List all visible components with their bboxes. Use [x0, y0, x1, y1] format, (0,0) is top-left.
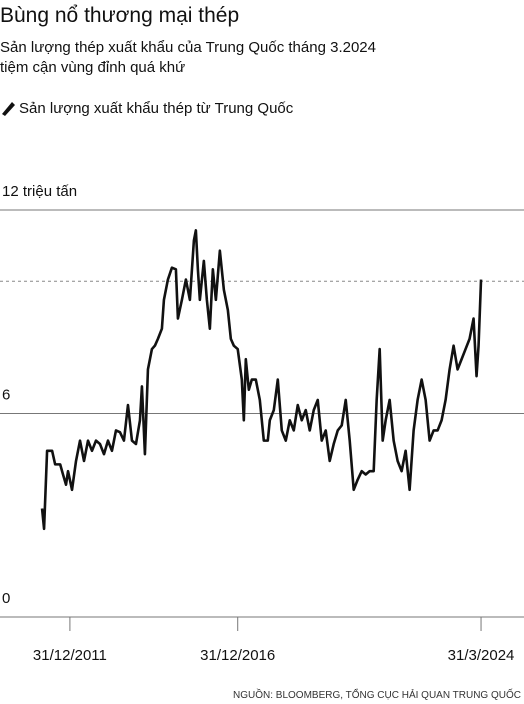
y-tick-label: 6 — [2, 387, 10, 404]
subtitle: tiệm cận vùng đỉnh quá khứ — [0, 59, 185, 76]
legend-icon — [2, 102, 15, 116]
legend-label: Sản lượng xuất khẩu thép từ Trung Quốc — [19, 100, 294, 117]
y-tick-label: 0 — [2, 590, 10, 607]
subtitle: Sản lượng thép xuất khẩu của Trung Quốc … — [0, 39, 376, 56]
x-tick-label: 31/12/2016 — [200, 647, 275, 664]
x-tick-label: 31/3/2024 — [448, 647, 515, 664]
y-tick-label: 12 triệu tấn — [2, 183, 77, 200]
chart-title: Bùng nổ thương mại thép — [0, 4, 239, 27]
data-line — [40, 229, 483, 531]
x-tick-label: 31/12/2011 — [33, 647, 107, 664]
source: NGUỒN: BLOOMBERG, TỔNG CỤC HẢI QUAN TRUN… — [233, 687, 521, 701]
